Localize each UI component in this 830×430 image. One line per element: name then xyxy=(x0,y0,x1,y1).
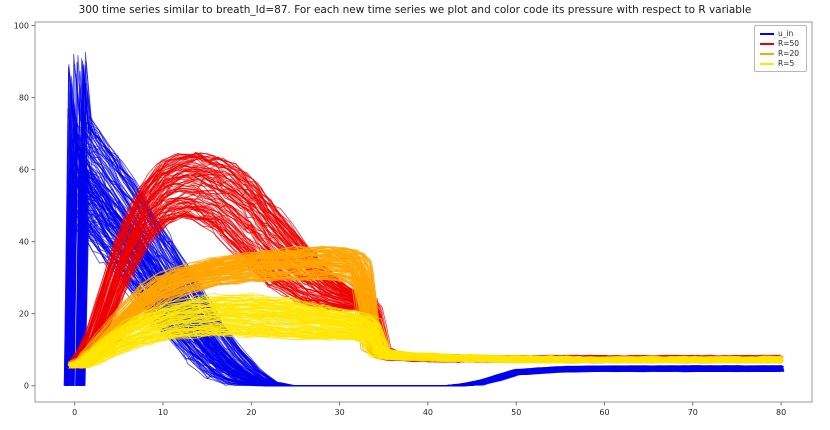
legend-line-swatch xyxy=(759,62,774,65)
legend: u_in R=50 R=20 R=5 xyxy=(753,25,807,72)
y-tick-label: 0 xyxy=(24,382,29,391)
x-tick-label: 70 xyxy=(688,408,698,417)
series-line-u_in xyxy=(67,75,780,387)
y-tick-label: 20 xyxy=(19,310,29,319)
y-tick-label: 100 xyxy=(14,21,29,30)
x-tick-label: 10 xyxy=(158,408,168,417)
series-line-R=5 xyxy=(77,323,782,368)
y-tick-label: 80 xyxy=(19,93,29,102)
series-line-R=5 xyxy=(76,332,782,369)
chart-title: 300 time series similar to breath_Id=87.… xyxy=(78,4,752,16)
legend-entry: R=5 xyxy=(759,59,799,68)
series-line-R=5 xyxy=(69,314,780,367)
x-tick-label: 50 xyxy=(511,408,521,417)
legend-line-swatch xyxy=(759,42,774,45)
y-tick-label: 60 xyxy=(19,165,29,174)
legend-label: R=50 xyxy=(777,39,799,48)
legend-label: R=5 xyxy=(777,59,795,68)
legend-line-swatch xyxy=(759,52,774,55)
legend-entry: R=50 xyxy=(759,39,799,48)
x-tick-label: 30 xyxy=(335,408,345,417)
x-tick-label: 60 xyxy=(599,408,609,417)
legend-entry: u_in xyxy=(759,29,799,38)
series-line-u_in xyxy=(75,102,782,387)
legend-entry: R=20 xyxy=(759,49,799,58)
series-line-u_in xyxy=(66,83,779,387)
series-lines xyxy=(63,51,785,387)
x-tick-label: 80 xyxy=(776,408,786,417)
x-tick-label: 0 xyxy=(72,408,77,417)
legend-line-swatch xyxy=(759,32,774,35)
plot-spines xyxy=(34,21,813,403)
x-tick-label: 40 xyxy=(423,408,433,417)
legend-label: R=20 xyxy=(777,49,799,58)
y-tick-label: 40 xyxy=(19,238,29,247)
x-tick-label: 20 xyxy=(246,408,256,417)
legend-label: u_in xyxy=(777,29,794,38)
series-line-u_in xyxy=(69,100,780,387)
